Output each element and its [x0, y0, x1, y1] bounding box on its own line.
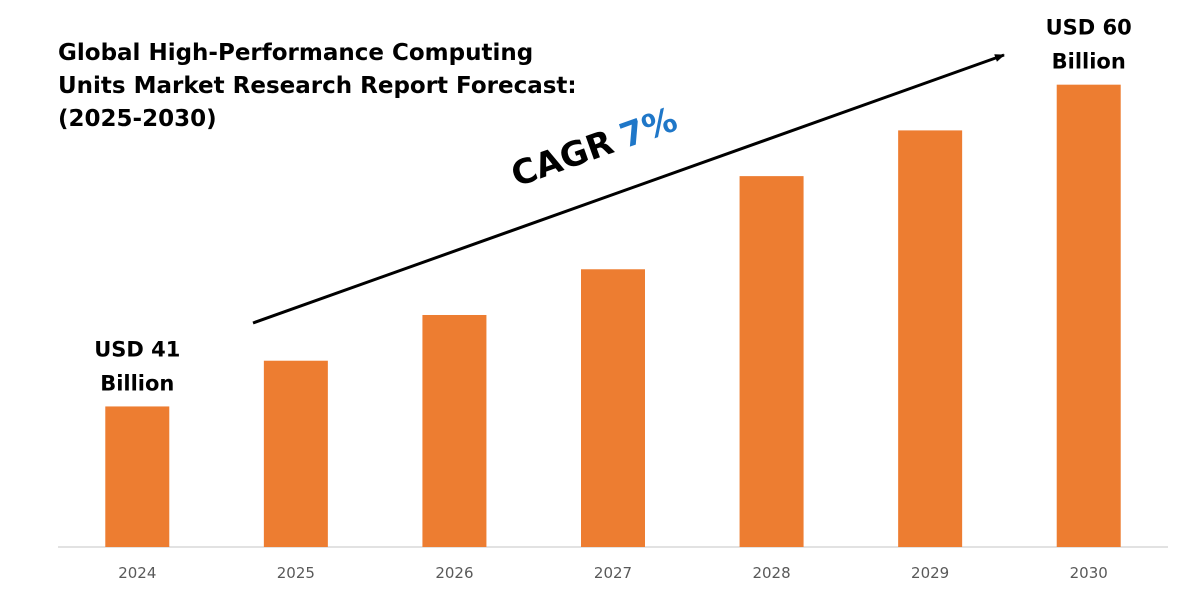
bar [581, 269, 645, 547]
trend-arrow [252, 53, 1005, 325]
cagr-label: CAGR [506, 122, 619, 195]
bar [739, 176, 804, 547]
bar [263, 360, 328, 547]
x-tick-label: 2025 [277, 564, 315, 582]
bar [105, 406, 170, 547]
value-label: USD 41 Billion [94, 337, 180, 395]
value-label: USD 60 Billion [1046, 16, 1132, 74]
x-tick-label: 2028 [752, 564, 790, 582]
x-tick-label: 2029 [911, 564, 949, 582]
x-tick-label: 2030 [1070, 564, 1108, 582]
bar [422, 314, 487, 547]
chart-title: Global High-Performance Computing Units M… [58, 40, 577, 132]
cagr-value: 7% [615, 100, 683, 157]
bar [1056, 84, 1121, 547]
x-tick-label: 2026 [435, 564, 473, 582]
bar [898, 130, 963, 547]
x-tick-label: 2027 [594, 564, 632, 582]
cagr-annotation: CAGR7% [506, 100, 682, 196]
x-tick-label: 2024 [118, 564, 156, 582]
